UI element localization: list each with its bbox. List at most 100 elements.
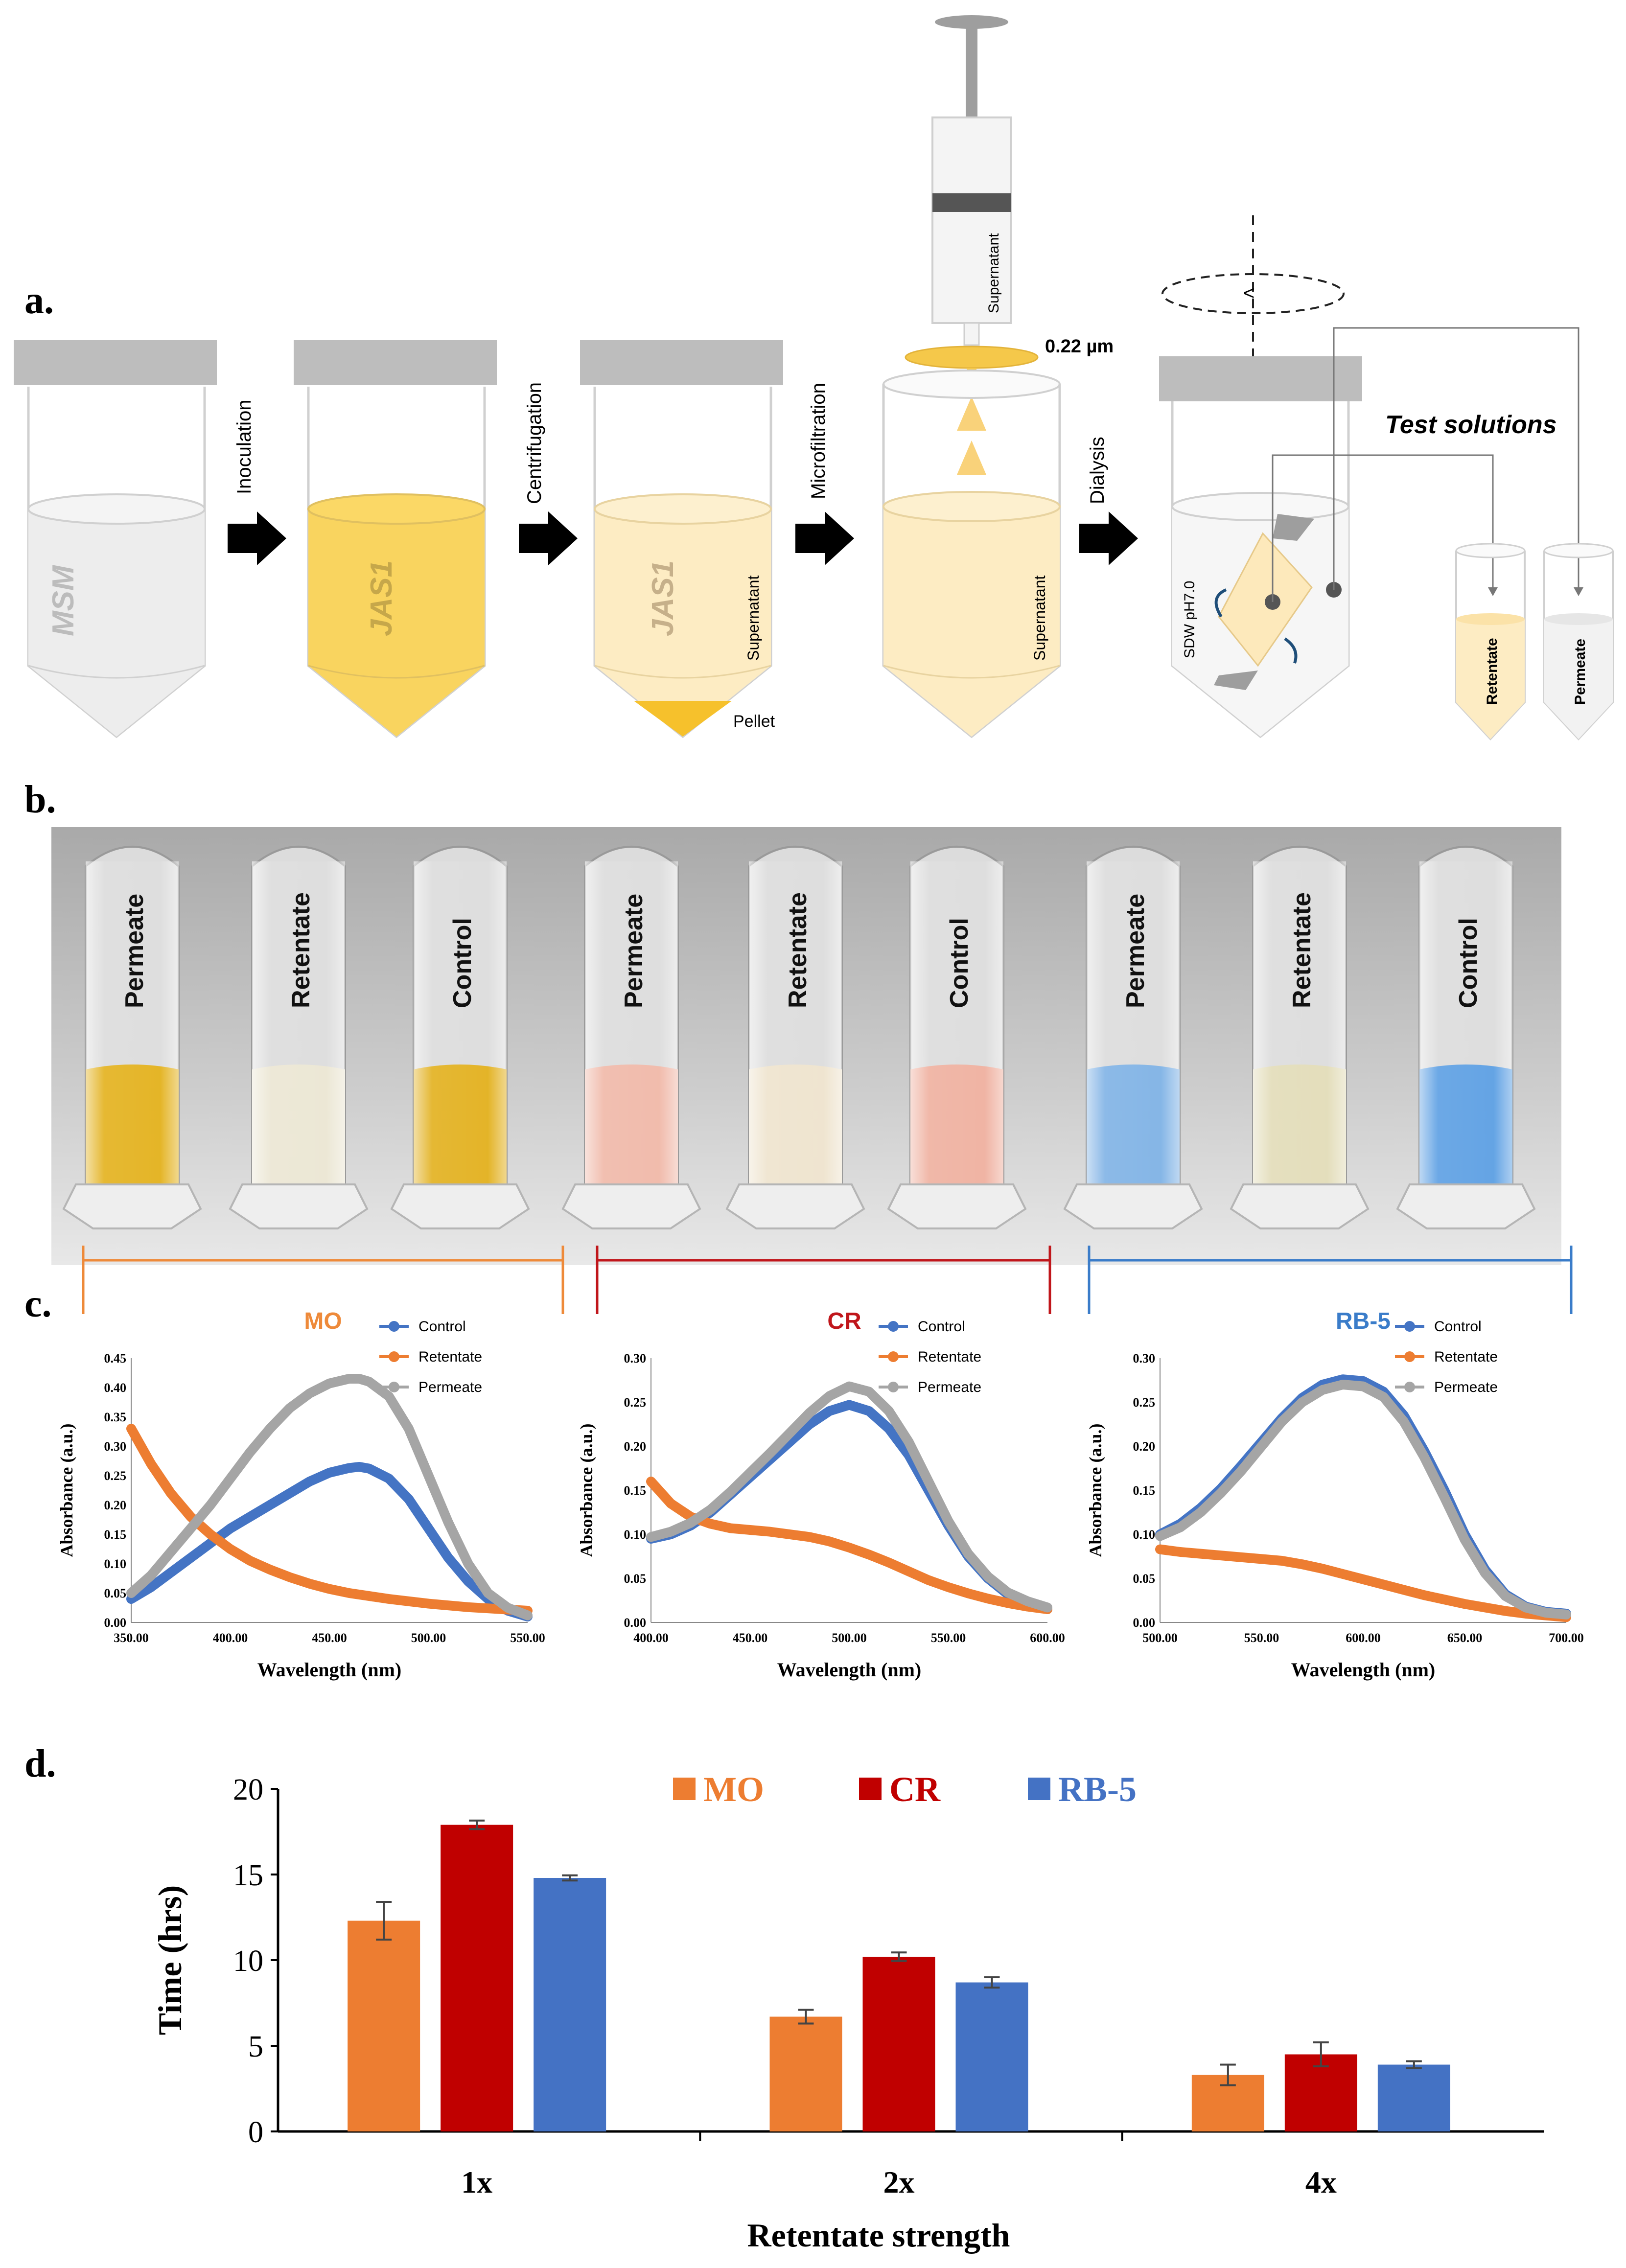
x-axis-title: Retentate strength xyxy=(747,2217,1010,2254)
spectrum-chart-rb-5: RB-5 0.00 0.05 0.10 0.15 0.20 0.25 0.30 500.00 55… xyxy=(1086,1308,1584,1681)
x-tick-label: 400.00 xyxy=(633,1631,669,1645)
vial-highlight xyxy=(1087,861,1180,1184)
x-tick-label: 500.00 xyxy=(832,1631,867,1645)
vial-highlight xyxy=(86,861,179,1184)
legend-label: Permeate xyxy=(418,1379,482,1395)
vial-cap xyxy=(1063,1183,1203,1229)
series-line-permeate xyxy=(646,1381,1052,1613)
legend-item-permeate: Permeate xyxy=(379,1379,482,1395)
legend-item-control: Control xyxy=(1395,1319,1482,1335)
rotation-arrow-icon: < xyxy=(1243,282,1254,304)
tube-label-jas1: JAS1 xyxy=(365,560,398,636)
series-line-permeate xyxy=(126,1374,533,1620)
legend-item-retentate: Retentate xyxy=(1395,1349,1498,1365)
legend-label: Permeate xyxy=(1434,1379,1498,1395)
vial-highlight xyxy=(1253,861,1346,1184)
vial-label: Permeate xyxy=(620,894,648,1008)
y-tick-label: 0.15 xyxy=(1133,1483,1156,1498)
y-tick-label: 0.10 xyxy=(104,1557,127,1571)
x-tick-label: 550.00 xyxy=(510,1631,545,1645)
vial-rb-5-retentate: Retentate xyxy=(1230,846,1370,1229)
y-tick-label: 15 xyxy=(233,1859,263,1892)
vial-row: Permeate Retentate Control Permeate Retentat… xyxy=(62,846,1536,1229)
vial-label: Permeate xyxy=(1121,894,1150,1008)
vial-cap xyxy=(1230,1183,1370,1229)
vial-cap xyxy=(390,1183,530,1229)
vial-label: Control xyxy=(448,918,477,1008)
bar-rb-5-1x xyxy=(534,1878,606,2131)
y-tick-label: 0.00 xyxy=(104,1616,127,1630)
chart-title: MO xyxy=(304,1308,342,1334)
y-tick-label: 20 xyxy=(233,1773,263,1806)
legend-label: CR xyxy=(889,1770,941,1809)
vial-highlight xyxy=(252,861,345,1184)
x-tick-label: 350.00 xyxy=(114,1631,149,1645)
legend-item-retentate: Retentate xyxy=(879,1349,981,1365)
step-dialysis: Dialysis xyxy=(1079,437,1138,565)
vial-label: Retentate xyxy=(287,892,315,1008)
y-tick-label: 0.45 xyxy=(104,1351,127,1365)
vial-highlight xyxy=(585,861,678,1184)
pellet-label: Pellet xyxy=(733,712,775,731)
x-tick-label: 600.00 xyxy=(1030,1631,1065,1645)
y-tick-label: 0.05 xyxy=(104,1586,127,1600)
legend-item-permeate: Permeate xyxy=(879,1379,981,1395)
vial-mo-control: Control xyxy=(390,846,530,1229)
chart-title: RB-5 xyxy=(1336,1308,1391,1334)
x-tick-label: 450.00 xyxy=(733,1631,768,1645)
vial-cr-control: Control xyxy=(887,846,1027,1229)
vial-mo-permeate: Permeate xyxy=(62,846,202,1229)
step-label-microfiltration: Microfiltration xyxy=(808,383,829,499)
x-axis-title: Wavelength (nm) xyxy=(257,1659,401,1681)
bar-mo-1x xyxy=(348,1921,420,2131)
category-label: 2x xyxy=(883,2165,915,2199)
y-tick-label: 0 xyxy=(248,2116,263,2149)
y-tick-label: 0.25 xyxy=(624,1395,647,1410)
y-axis-title: Absorbance (a.u.) xyxy=(1086,1423,1105,1557)
y-tick-label: 0.30 xyxy=(624,1351,647,1365)
supernatant-label-1: Supernatant xyxy=(744,576,762,661)
series-line-retentate xyxy=(1155,1544,1571,1622)
vial-label: Control xyxy=(1454,918,1483,1008)
x-tick-label: 500.00 xyxy=(1142,1631,1178,1645)
legend-label: RB-5 xyxy=(1058,1770,1137,1809)
legend-label: Retentate xyxy=(1434,1349,1498,1365)
legend-item-control: Control xyxy=(879,1319,965,1335)
supernatant-label-2: Supernatant xyxy=(1031,576,1048,661)
legend-item-rb-5: RB-5 xyxy=(1028,1770,1137,1809)
x-tick-label: 650.00 xyxy=(1447,1631,1483,1645)
y-tick-label: 0.30 xyxy=(104,1439,127,1454)
panel-a-schematic: MSM Inoculation JAS1 Centrifugation xyxy=(14,15,1614,741)
decolorization-time-chart: 0 5 10 15 20 1x 2x 4x Retentate strength Time (hr… xyxy=(151,1770,1544,2254)
category-label: 4x xyxy=(1305,2165,1337,2199)
y-tick-label: 0.30 xyxy=(1133,1351,1156,1365)
test-solutions-label: Test solutions xyxy=(1385,411,1557,439)
dye-group-brackets xyxy=(82,1246,1573,1314)
bar-mo-2x xyxy=(769,2016,842,2131)
y-tick-label: 0.05 xyxy=(1133,1572,1156,1586)
tube-label-jas1-pellet: JAS1 xyxy=(646,560,680,636)
vial-highlight xyxy=(414,861,507,1184)
bar-cr-1x xyxy=(441,1825,513,2131)
vial-cap xyxy=(561,1183,701,1229)
series-line-permeate xyxy=(1155,1380,1571,1620)
y-tick-label: 10 xyxy=(233,1944,263,1978)
y-tick-label: 0.10 xyxy=(1133,1527,1156,1542)
y-axis-title: Absorbance (a.u.) xyxy=(57,1423,76,1557)
supernatant-label-syringe: Supernatant xyxy=(986,233,1002,313)
vial-cap xyxy=(229,1183,369,1229)
vial-cr-retentate: Retentate xyxy=(725,846,865,1229)
panel-label-d: d. xyxy=(24,1742,56,1785)
legend-item-retentate: Retentate xyxy=(379,1349,482,1365)
bar-rb-5-2x xyxy=(955,1982,1028,2131)
x-axis-title: Wavelength (nm) xyxy=(1291,1659,1435,1681)
vial-label: Permeate xyxy=(120,894,149,1008)
y-tick-label: 0.10 xyxy=(624,1527,647,1542)
vial-cap xyxy=(62,1183,202,1229)
panel-label-c: c. xyxy=(24,1282,52,1325)
vial-rb-5-permeate: Permeate xyxy=(1063,846,1203,1229)
step-centrifugation: Centrifugation xyxy=(519,382,578,565)
vial-rb-5-control: Control xyxy=(1396,846,1536,1229)
y-tick-label: 0.20 xyxy=(1133,1439,1156,1454)
